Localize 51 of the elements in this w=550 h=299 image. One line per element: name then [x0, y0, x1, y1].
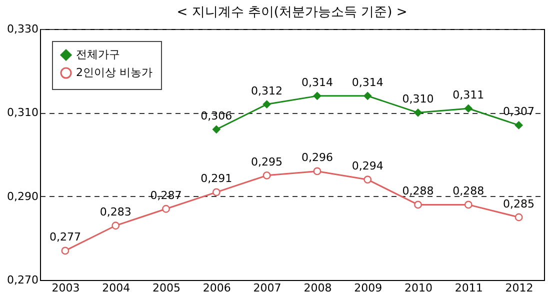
legend-label: 2인이상 비농가: [76, 66, 152, 79]
point: [514, 121, 523, 130]
data-label: 0,295: [251, 155, 283, 168]
x-tick-label: 2009: [354, 282, 382, 294]
point: [112, 222, 120, 230]
point: [61, 246, 70, 255]
data-label: 0,307: [503, 105, 535, 118]
x-tick-label: 2010: [404, 282, 432, 294]
data-label: 0,306: [200, 109, 232, 122]
data-label: 0,311: [452, 88, 484, 102]
point: [212, 125, 220, 134]
data-label: 0,314: [301, 76, 333, 89]
data-label: 0,296: [301, 151, 333, 164]
point: [313, 92, 322, 100]
point: [162, 204, 170, 213]
x-tick-label: 2008: [304, 282, 332, 294]
data-label: 0,294: [352, 160, 384, 173]
point: [364, 176, 372, 184]
legend-label: 전체가구: [76, 48, 120, 61]
data-label: 0,287: [150, 188, 182, 202]
data-label: 0,288: [452, 184, 484, 198]
y-tick-label: 0,310: [7, 106, 38, 120]
chart-title: < 지니계수 추이(처분가능소득 기준) >: [176, 5, 408, 20]
point: [262, 171, 271, 180]
y-tick-label: 0,290: [7, 190, 38, 203]
x-tick-label: 2011: [454, 282, 483, 294]
x-tick-label: 2005: [152, 282, 180, 294]
point: [514, 213, 523, 222]
point: [464, 200, 472, 209]
data-label: 0,291: [200, 172, 232, 186]
x-tick-label: 2006: [202, 282, 231, 294]
point: [262, 100, 271, 108]
x-tick-label: 2007: [253, 282, 282, 294]
point: [464, 104, 472, 112]
x-tick-label: 2012: [505, 282, 534, 294]
data-label: 0,285: [503, 197, 535, 210]
point: [364, 92, 372, 100]
data-label: 0,288: [402, 184, 434, 198]
point: [414, 108, 422, 117]
y-tick-label: 0,270: [7, 274, 38, 286]
y-tick-label: 0,330: [7, 22, 38, 36]
data-label: 0,312: [251, 84, 283, 98]
data-label: 0,314: [352, 76, 384, 89]
data-label: 0,283: [100, 206, 132, 219]
data-label: 0,310: [402, 92, 434, 106]
point: [212, 188, 220, 196]
point: [414, 200, 422, 209]
data-label: 0,277: [49, 230, 81, 244]
point: [313, 167, 322, 176]
x-tick-label: 2004: [102, 282, 130, 294]
x-tick-label: 2003: [52, 282, 80, 294]
